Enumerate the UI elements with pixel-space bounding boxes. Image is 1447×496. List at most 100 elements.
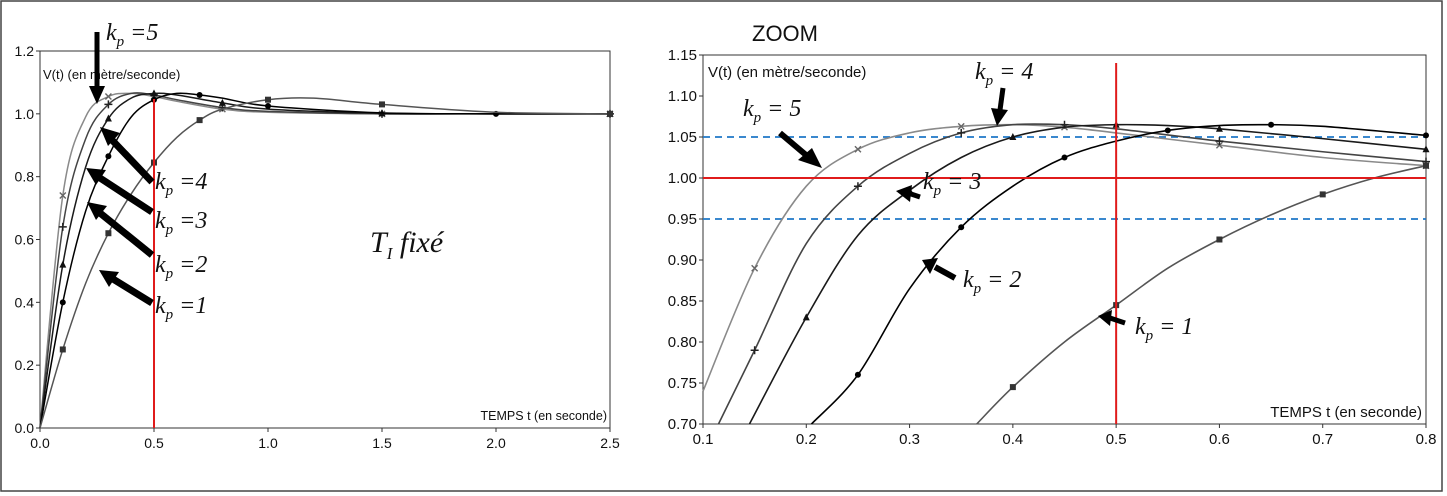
arrow-head-icon xyxy=(86,168,106,185)
series-lines-left xyxy=(39,89,614,429)
x-tick-label: 0.5 xyxy=(1106,431,1127,448)
data-point xyxy=(1164,127,1171,134)
label-kp5-left: kp =5 xyxy=(106,20,158,50)
data-point xyxy=(1423,132,1429,139)
data-point xyxy=(1423,162,1429,169)
plot-area-left xyxy=(39,50,611,429)
arrow-kp1-left xyxy=(111,276,154,306)
y-tick-label: 0.6 xyxy=(15,232,35,248)
data-point xyxy=(59,299,66,306)
y-axis-label-zoom: V(t) (en mètre/seconde) xyxy=(708,64,866,81)
x-tick-label: 0.0 xyxy=(30,435,50,451)
y-axis-label-left: V(t) (en mètre/seconde) xyxy=(43,67,180,82)
arrow-head-icon xyxy=(89,86,105,104)
series-line-kp2 xyxy=(39,92,611,429)
x-tick-label: 0.1 xyxy=(693,431,714,448)
x-tick-label: 2.5 xyxy=(600,435,620,451)
data-point xyxy=(218,98,226,106)
arrow-head-icon xyxy=(99,270,119,287)
data-point xyxy=(59,346,66,353)
data-point xyxy=(957,122,965,130)
y-tick-label: 0.70 xyxy=(668,416,697,433)
data-point xyxy=(1215,141,1223,149)
arrow-kp4-left xyxy=(109,137,155,185)
series-line-kp1 xyxy=(39,97,611,429)
arrow-kp5-zoom xyxy=(778,130,808,158)
x-tick-label: 0.8 xyxy=(1416,431,1437,448)
label-kp4-zoom: kp = 4 xyxy=(975,59,1033,89)
chart-zoom: ZOOM 0.70 0.75 0.80 0.85 0.90 0.95 1.00 1.05 1.1… xyxy=(668,21,1437,448)
series-line-kp2 xyxy=(810,123,1427,425)
x-axis-zoom: 0.1 0.2 0.3 0.4 0.5 0.6 0.7 0.8 xyxy=(693,424,1437,448)
x-axis-left: 0.0 0.5 1.0 1.5 2.0 2.5 xyxy=(30,428,620,451)
y-tick-label: 0.0 xyxy=(15,420,35,436)
y-tick-label: 0.85 xyxy=(668,293,697,310)
data-point xyxy=(1009,133,1017,140)
label-kp2-left: kp =2 xyxy=(155,252,207,282)
x-tick-label: 0.6 xyxy=(1209,431,1230,448)
arrow-kp4-zoom xyxy=(997,87,1006,111)
caption-ti-fixe: TI fixé xyxy=(370,226,445,263)
series-line-kp1 xyxy=(976,164,1427,425)
data-point xyxy=(379,101,385,108)
annotation-arrows-left xyxy=(86,32,155,306)
x-tick-label: 0.5 xyxy=(144,435,164,451)
data-point xyxy=(1216,236,1223,243)
data-point xyxy=(105,230,112,237)
series-line-kp4 xyxy=(39,92,610,429)
data-point xyxy=(265,96,271,103)
label-kp5-zoom: kp = 5 xyxy=(743,96,801,126)
label-kp4-left: kp =4 xyxy=(155,169,207,199)
data-point xyxy=(196,91,203,98)
y-tick-label: 0.2 xyxy=(15,357,35,373)
y-tick-label: 0.95 xyxy=(668,211,697,228)
chart-title-zoom: ZOOM xyxy=(752,21,818,46)
data-point xyxy=(104,93,112,101)
x-tick-label: 2.0 xyxy=(486,435,506,451)
arrow-kp3-left xyxy=(98,175,154,215)
x-tick-label: 0.4 xyxy=(1002,431,1023,448)
y-tick-label: 1.15 xyxy=(668,47,697,64)
x-tick-label: 0.2 xyxy=(796,431,817,448)
y-tick-label: 0.90 xyxy=(668,252,697,269)
series-line-kp4 xyxy=(717,123,1427,425)
x-tick-label: 1.0 xyxy=(258,435,278,451)
y-tick-label: 0.4 xyxy=(15,294,35,310)
y-tick-label: 1.2 xyxy=(15,43,35,59)
y-axis-left: 0.0 0.2 0.4 0.6 0.8 1.0 1.2 xyxy=(15,43,40,436)
data-point xyxy=(853,182,862,191)
chart-left: 0.0 0.2 0.4 0.6 0.8 1.0 1.2 0.0 0.5 1.0 1.5 2.0 2.5… xyxy=(15,20,620,451)
data-point xyxy=(1215,124,1223,132)
data-point xyxy=(1009,384,1016,391)
data-point xyxy=(150,89,158,97)
data-point xyxy=(750,346,759,355)
data-point xyxy=(607,110,613,117)
label-kp3-left: kp =3 xyxy=(155,208,207,238)
arrow-head-icon xyxy=(1098,310,1112,326)
label-kp1-zoom: kp = 1 xyxy=(1135,314,1193,344)
data-point xyxy=(957,128,966,137)
data-point xyxy=(854,371,861,378)
data-point xyxy=(59,260,67,268)
data-point xyxy=(958,224,965,231)
arrow-head-icon xyxy=(991,108,1008,126)
data-point xyxy=(1215,137,1224,146)
arrow-head-icon xyxy=(922,258,938,274)
data-point xyxy=(1061,154,1068,161)
arrow-kp1-zoom xyxy=(1109,315,1126,326)
y-tick-label: 0.80 xyxy=(668,334,697,351)
y-tick-label: 0.8 xyxy=(15,169,35,185)
data-point xyxy=(196,117,203,124)
data-point xyxy=(1319,191,1326,198)
arrow-kp2-left xyxy=(97,210,155,258)
y-tick-label: 1.10 xyxy=(668,88,697,105)
x-tick-label: 0.3 xyxy=(899,431,920,448)
arrow-head-icon xyxy=(87,202,107,220)
data-point xyxy=(1268,121,1275,128)
series-line-kp5 xyxy=(702,123,1427,392)
data-point xyxy=(104,100,113,109)
series-line-kp3 xyxy=(39,92,611,429)
data-point xyxy=(58,222,67,231)
data-point xyxy=(1422,145,1430,153)
